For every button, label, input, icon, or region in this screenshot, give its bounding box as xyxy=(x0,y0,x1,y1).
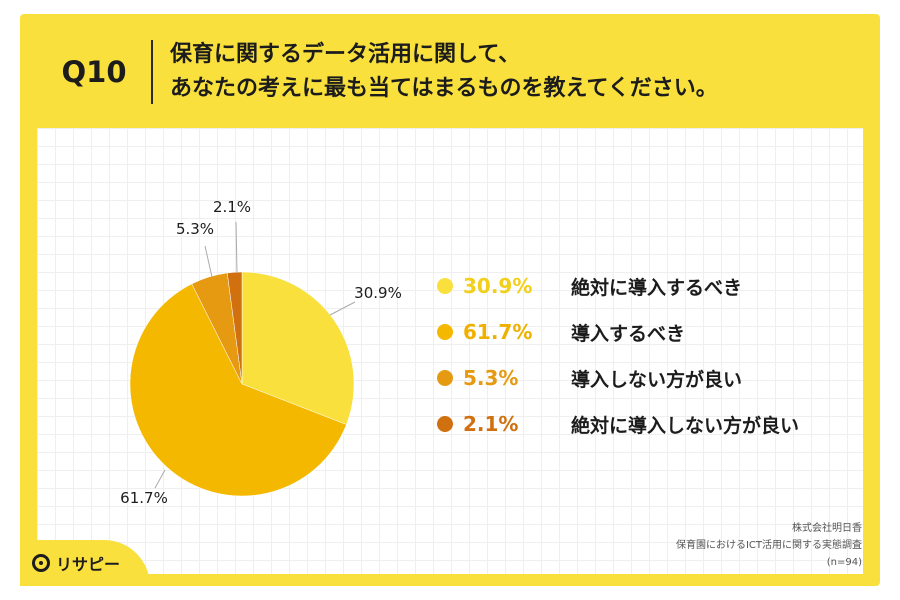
legend-item: 5.3% 導入しない方が良い xyxy=(437,355,857,401)
legend-dot-icon xyxy=(437,324,453,340)
pie-slice xyxy=(226,271,243,385)
legend-value: 2.1% xyxy=(463,412,519,436)
question-number: Q10 xyxy=(61,55,127,89)
legend-item: 61.7% 導入するべき xyxy=(437,309,857,355)
question-title-line2: あなたの考えに最も当てはまるものを教えてください。 xyxy=(170,76,718,101)
legend-value: 5.3% xyxy=(463,366,519,390)
legend-item: 2.1% 絶対に導入しない方が良い xyxy=(437,401,857,447)
legend-value: 30.9% xyxy=(463,274,533,298)
legend-label: 導入するべき xyxy=(571,322,686,345)
pie-data-label: 5.3% xyxy=(176,220,214,238)
pie-leader-line xyxy=(235,221,238,274)
legend-value: 61.7% xyxy=(463,320,533,344)
legend-dot-icon xyxy=(437,370,453,386)
source-survey: 保育園におけるICT活用に関する実態調査 xyxy=(675,540,862,551)
question-header: Q10 保育に関するデータ活用に関して、 あなたの考えに最も当てはまるものを教え… xyxy=(20,14,880,128)
legend-dot-icon xyxy=(437,416,453,432)
risapi-logo-icon xyxy=(32,554,50,572)
legend-label: 絶対に導入するべき xyxy=(571,276,743,299)
legend-label: 導入しない方が良い xyxy=(571,368,743,391)
question-title-line1: 保育に関するデータ活用に関して、 xyxy=(170,42,521,67)
legend-label: 絶対に導入しない方が良い xyxy=(571,414,800,437)
pie-data-label: 2.1% xyxy=(213,198,251,216)
header-divider xyxy=(151,40,153,104)
pie-leader-line xyxy=(154,469,166,489)
pie-data-label: 61.7% xyxy=(120,489,168,507)
legend: 30.9% 絶対に導入するべき 61.7% 導入するべき 5.3% 導入しない方… xyxy=(437,263,857,447)
pie-slice xyxy=(129,283,347,497)
brand-logo-text: リサピー xyxy=(56,555,121,574)
brand-logo: リサピー xyxy=(20,540,150,586)
source-company: 株式会社明日香 xyxy=(792,523,862,534)
legend-dot-icon xyxy=(437,278,453,294)
source-sample: (n=94) xyxy=(826,557,862,568)
pie-leader-line xyxy=(329,301,356,316)
pie-leader-line xyxy=(204,245,213,278)
source-note: 株式会社明日香 保育園におけるICT活用に関する実態調査 (n=94) xyxy=(542,520,862,571)
legend-item: 30.9% 絶対に導入するべき xyxy=(437,263,857,309)
pie-slice xyxy=(241,271,355,425)
pie-data-label: 30.9% xyxy=(354,284,402,302)
question-title: 保育に関するデータ活用に関して、 あなたの考えに最も当てはまるものを教えてくださ… xyxy=(170,38,860,106)
